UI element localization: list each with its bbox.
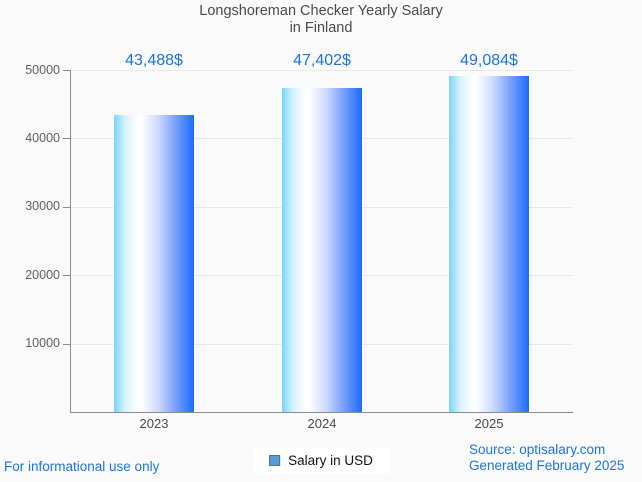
y-axis-label-10000: 10000 xyxy=(25,336,60,351)
source-attribution: Source: optisalary.com Generated Februar… xyxy=(469,442,624,474)
x-axis-label-2023: 2023 xyxy=(139,416,169,431)
y-axis-line xyxy=(70,70,71,412)
y-axis-label-30000: 30000 xyxy=(25,199,60,214)
y-axis-label-40000: 40000 xyxy=(25,130,60,145)
legend: Salary in USD xyxy=(253,448,389,474)
y-axis-label-50000: 50000 xyxy=(25,62,60,77)
bar-2023 xyxy=(114,115,194,412)
y-axis-tick-10000 xyxy=(63,343,70,345)
bar-2025 xyxy=(449,76,529,412)
y-axis-tick-50000 xyxy=(63,70,70,71)
chart-title-line2: in Finland xyxy=(289,19,353,36)
value-label-2024: 47,402$ xyxy=(293,52,351,69)
value-label-2025: 49,084$ xyxy=(460,52,518,69)
source-line: Source: optisalary.com xyxy=(469,442,606,457)
disclaimer-text: For informational use only xyxy=(4,459,160,474)
x-axis-label-2025: 2025 xyxy=(474,416,504,431)
chart-title: Longshoreman Checker Yearly Salary in Fi… xyxy=(0,3,642,36)
legend-label: Salary in USD xyxy=(288,453,373,468)
legend-marker-square-icon xyxy=(269,455,281,466)
y-axis-tick-20000 xyxy=(63,275,70,277)
y-axis-tick-30000 xyxy=(63,206,70,208)
chart-title-line1: Longshoreman Checker Yearly Salary xyxy=(199,3,443,19)
y-axis-label-20000: 20000 xyxy=(25,267,60,282)
value-label-2023: 43,488$ xyxy=(125,52,183,69)
bar-2024 xyxy=(282,88,362,412)
gridline-50000 xyxy=(71,70,573,71)
x-axis-line xyxy=(70,412,573,413)
y-axis-tick-40000 xyxy=(63,138,70,140)
x-axis-label-2024: 2024 xyxy=(307,416,337,431)
generated-line: Generated February 2025 xyxy=(469,458,625,473)
